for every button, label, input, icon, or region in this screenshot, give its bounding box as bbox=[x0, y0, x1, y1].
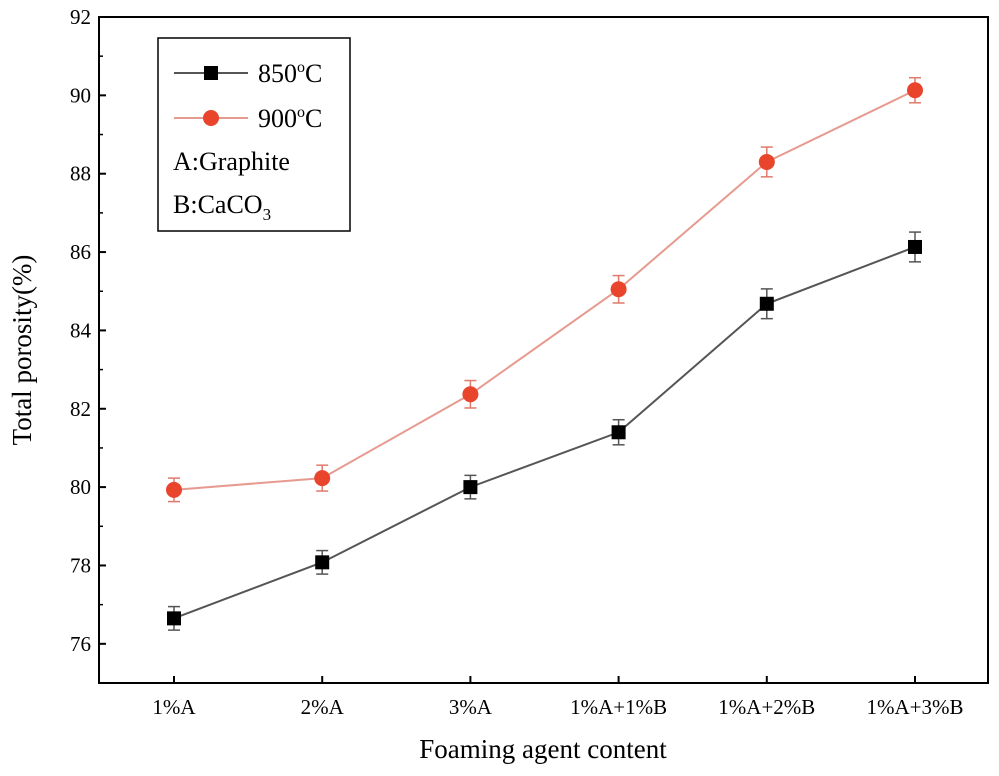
legend-note-graphite: A:Graphite bbox=[173, 147, 290, 176]
point-850-3 bbox=[611, 425, 626, 440]
y-tick-label-86: 86 bbox=[70, 240, 91, 264]
point-850-1 bbox=[315, 555, 330, 570]
legend: 850oC 900oC A:Graphite B:CaCO3 bbox=[157, 37, 351, 232]
series-line-850 bbox=[173, 246, 916, 620]
legend-marker-900 bbox=[203, 110, 219, 126]
plot-frame bbox=[98, 16, 989, 684]
legend-box bbox=[157, 37, 351, 232]
legend-label-850-value: 850 bbox=[258, 59, 297, 88]
y-tick-label-80: 80 bbox=[70, 475, 91, 499]
series-layer bbox=[166, 76, 923, 631]
series-850 bbox=[167, 231, 922, 631]
legend-label-900-unit: C bbox=[305, 104, 322, 133]
legend-label-850-degree: o bbox=[297, 59, 305, 76]
x-axis-title: Foaming agent content bbox=[419, 734, 667, 764]
legend-label-850-unit: C bbox=[305, 59, 322, 88]
point-900-2 bbox=[462, 386, 479, 403]
y-axis-title: Total porosity(%) bbox=[7, 255, 37, 446]
legend-label-900: 900oC bbox=[258, 104, 322, 133]
y-tick-label-92: 92 bbox=[70, 5, 91, 29]
point-900-0 bbox=[166, 481, 182, 498]
y-tick-label-76: 76 bbox=[70, 632, 91, 656]
legend-marker-850 bbox=[204, 66, 218, 80]
legend-label-900-value: 900 bbox=[258, 104, 297, 133]
x-tick-label-4: 1%A+2%B bbox=[718, 695, 815, 719]
y-tick-label-84: 84 bbox=[70, 318, 92, 342]
y-tick-label-88: 88 bbox=[70, 162, 91, 186]
series-900 bbox=[166, 76, 923, 503]
series-line-900 bbox=[173, 89, 916, 491]
x-tick-label-3: 1%A+1%B bbox=[570, 695, 667, 719]
y-axis: 76 78 80 82 84 86 88 90 92 bbox=[70, 5, 106, 684]
point-850-2 bbox=[463, 480, 478, 495]
x-tick-label-0: 1%A bbox=[152, 695, 196, 719]
y-tick-label-82: 82 bbox=[70, 397, 91, 421]
legend-note-caco3-base: B:CaCO bbox=[173, 190, 263, 219]
point-900-5 bbox=[907, 82, 923, 99]
x-tick-label-5: 1%A+3%B bbox=[866, 695, 963, 719]
point-900-3 bbox=[610, 281, 627, 298]
x-tick-label-2: 3%A bbox=[449, 695, 493, 719]
point-850-0 bbox=[167, 611, 181, 626]
point-900-4 bbox=[758, 153, 775, 170]
point-900-1 bbox=[314, 470, 331, 487]
legend-label-850: 850oC bbox=[258, 59, 322, 88]
legend-note-caco3: B:CaCO3 bbox=[173, 190, 271, 224]
x-tick-label-1: 2%A bbox=[301, 695, 345, 719]
y-tick-label-78: 78 bbox=[70, 553, 91, 577]
point-850-4 bbox=[759, 296, 774, 311]
x-axis: 1%A 2%A 3%A 1%A+1%B 1%A+2%B 1%A+3%B bbox=[152, 676, 964, 719]
legend-label-900-degree: o bbox=[297, 104, 305, 121]
legend-note-caco3-subscript: 3 bbox=[263, 205, 272, 224]
point-850-5 bbox=[908, 239, 922, 254]
y-tick-label-90: 90 bbox=[70, 83, 91, 107]
